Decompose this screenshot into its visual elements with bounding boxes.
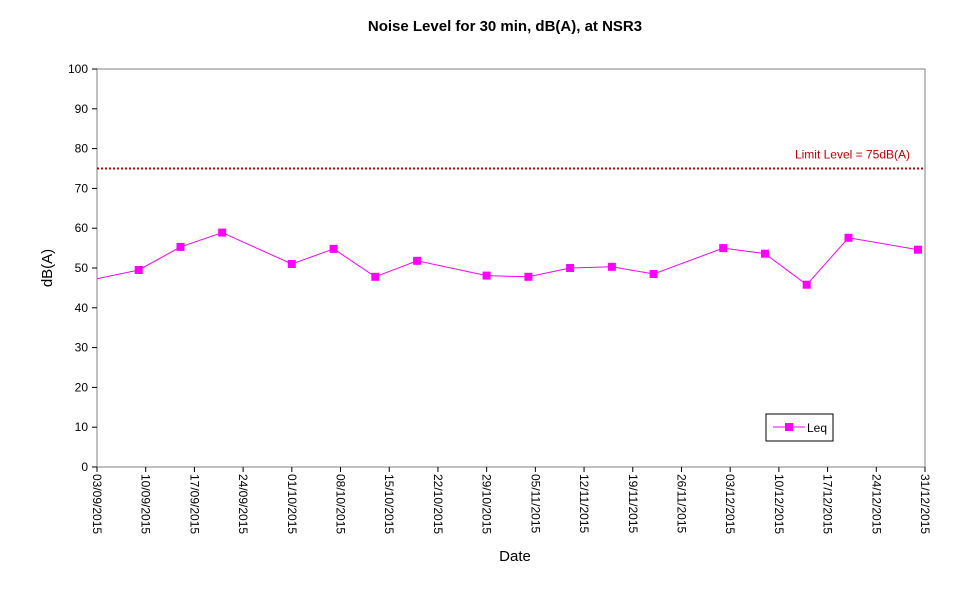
x-tick-label: 01/10/2015 xyxy=(285,474,299,534)
x-tick-label: 03/09/2015 xyxy=(90,474,104,534)
x-tick-label: 10/12/2015 xyxy=(772,474,786,534)
series-layer xyxy=(96,228,922,289)
y-tick-label: 30 xyxy=(75,341,89,355)
x-tick-label: 24/09/2015 xyxy=(236,474,250,534)
data-point-leq xyxy=(802,280,811,289)
data-point-leq xyxy=(218,228,227,237)
data-point-leq xyxy=(914,245,922,254)
data-point-leq xyxy=(134,266,143,274)
y-tick-label: 20 xyxy=(75,380,89,394)
data-point-leq xyxy=(176,242,185,251)
y-tick-label: 60 xyxy=(75,221,89,235)
y-tick-label: 40 xyxy=(75,301,89,315)
x-tick-label: 19/11/2015 xyxy=(626,474,640,533)
x-axis-label: Date xyxy=(499,548,531,565)
x-tick-label: 08/10/2015 xyxy=(334,474,348,534)
data-point-leq xyxy=(844,233,853,242)
data-point-leq xyxy=(761,249,769,258)
x-tick-label: 12/11/2015 xyxy=(577,474,591,533)
x-tick-label: 29/10/2015 xyxy=(480,474,494,534)
x-tick-label: 22/10/2015 xyxy=(431,474,445,534)
y-tick-label: 50 xyxy=(75,261,89,275)
x-tick-label: 26/11/2015 xyxy=(674,474,688,533)
x-tick-label: 17/09/2015 xyxy=(187,474,201,534)
y-tick-label: 70 xyxy=(75,181,89,195)
data-point-leq xyxy=(607,262,616,271)
data-point-leq xyxy=(413,256,422,265)
y-axis-label: dB(A) xyxy=(39,249,56,287)
plot-area xyxy=(96,68,926,468)
x-tick-label: 24/12/2015 xyxy=(869,474,883,534)
x-tick-label: 03/12/2015 xyxy=(723,474,737,534)
legend: Leq xyxy=(765,413,834,442)
y-tick-label: 90 xyxy=(75,102,89,116)
data-point-leq xyxy=(329,244,338,253)
y-tick-label: 10 xyxy=(75,420,89,434)
data-point-leq xyxy=(371,272,380,281)
y-axis: 0 10 20 30 40 50 60 70 80 90 100 xyxy=(68,62,97,474)
data-point-leq xyxy=(719,244,728,253)
x-tick-label: 17/12/2015 xyxy=(821,474,835,534)
limit-level-label: Limit Level = 75dB(A) xyxy=(795,148,910,162)
data-point-leq xyxy=(524,272,533,281)
series-line-lead-in xyxy=(96,269,139,280)
x-tick-label: 05/11/2015 xyxy=(528,474,542,533)
data-point-leq xyxy=(649,270,658,278)
legend-marker-square xyxy=(785,423,793,431)
x-tick-label: 15/10/2015 xyxy=(382,474,396,534)
legend-label-leq: Leq xyxy=(807,421,827,435)
y-tick-label: 80 xyxy=(75,142,89,156)
data-point-leq xyxy=(482,271,491,280)
x-tick-label: 10/09/2015 xyxy=(139,474,153,534)
y-tick-label: 100 xyxy=(68,62,88,76)
data-point-leq xyxy=(566,264,575,272)
x-tick-label: 31/12/2015 xyxy=(918,474,932,534)
data-point-leq xyxy=(287,260,296,268)
reference-lines: Limit Level = 75dB(A) xyxy=(97,148,925,170)
chart-title: Noise Level for 30 min, dB(A), at NSR3 xyxy=(368,18,642,35)
y-tick-label: 0 xyxy=(81,460,88,474)
x-axis: 03/09/2015 10/09/2015 17/09/2015 24/09/2015… xyxy=(90,467,932,534)
